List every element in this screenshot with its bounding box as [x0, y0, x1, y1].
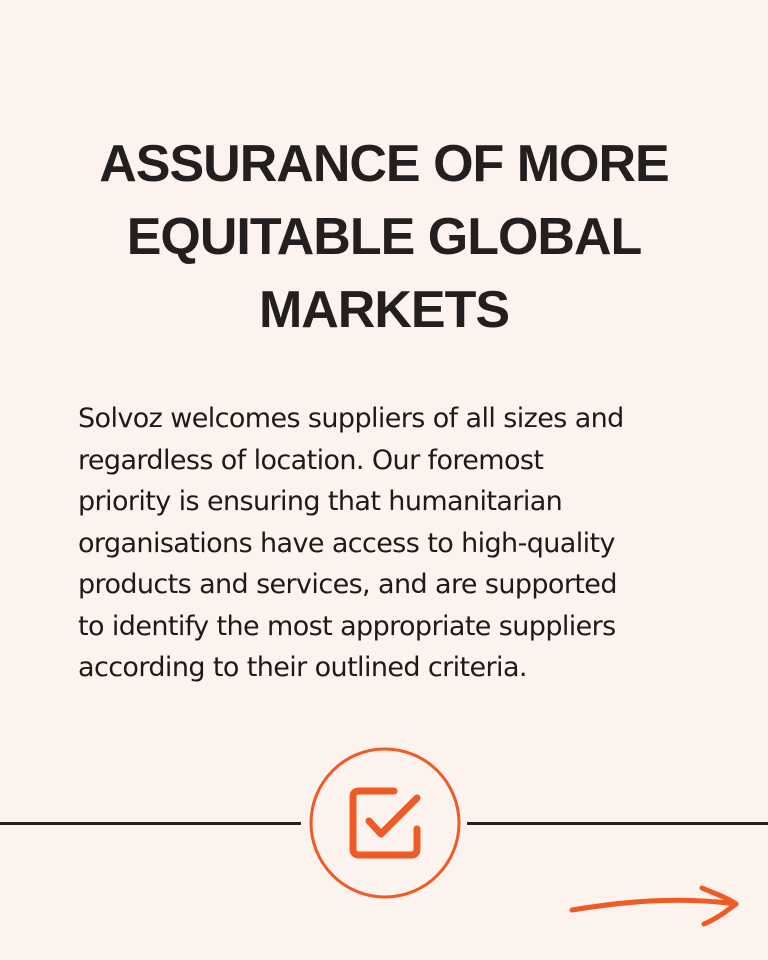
body-line-1: Solvoz welcomes suppliers of all sizes a… [78, 403, 624, 434]
body-line-6: to identify the most appropriate supplie… [78, 610, 616, 642]
body-paragraph: Solvoz welcomes suppliers of all sizes a… [78, 398, 738, 689]
headline: ASSURANCE OF MORE EQUITABLE GLOBAL MARKE… [0, 128, 768, 347]
arrow-right-icon [569, 885, 739, 927]
divider-left [0, 822, 301, 825]
body-line-5: products and services, and are supported [78, 569, 617, 600]
headline-line-1: ASSURANCE OF MORE [99, 135, 669, 193]
next-arrow-button[interactable] [566, 880, 746, 932]
checkbox-badge [308, 746, 462, 900]
body-line-2: regardless of location. Our foremost [78, 444, 544, 476]
body-line-7: according to their outlined criteria. [78, 652, 527, 683]
body-line-3: priority is ensuring that humanitarian [78, 486, 563, 517]
divider-right [467, 822, 768, 825]
checkbox-check-icon [309, 747, 461, 899]
body-line-4: organisations have access to high-qualit… [78, 527, 615, 559]
headline-line-3: MARKETS [258, 281, 510, 339]
headline-line-2: EQUITABLE GLOBAL [126, 208, 643, 266]
